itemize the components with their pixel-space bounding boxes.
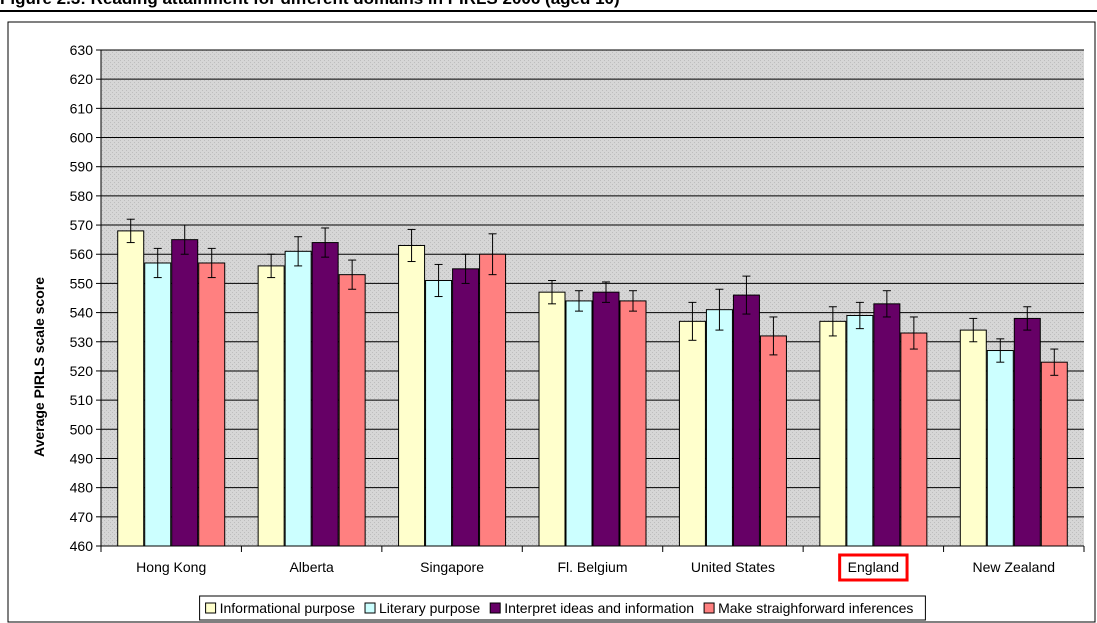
title-rule (0, 10, 1097, 12)
y-tick-label: 520 (70, 363, 94, 379)
bar (846, 315, 874, 547)
bar (117, 230, 145, 547)
category-label: Alberta (289, 559, 334, 575)
y-tick-label: 570 (70, 217, 94, 233)
bar (338, 274, 366, 547)
bar (705, 309, 733, 547)
y-tick-label: 460 (70, 538, 94, 554)
bar (398, 244, 426, 547)
bar (986, 350, 1014, 547)
legend-label: Make straighforward inferences (718, 600, 913, 616)
bar (284, 250, 312, 547)
bar (959, 329, 987, 547)
bar (619, 300, 647, 547)
bar (900, 332, 928, 547)
y-tick-label: 610 (70, 100, 94, 116)
y-tick-label: 630 (70, 42, 94, 58)
highlight-box (838, 553, 909, 582)
bar (565, 300, 593, 547)
y-tick-label: 530 (70, 334, 94, 350)
bar (1013, 317, 1041, 547)
category-label: United States (691, 559, 775, 575)
y-tick-label: 560 (70, 246, 94, 262)
legend-swatch (489, 602, 501, 614)
bar (678, 320, 706, 547)
category-label: New Zealand (973, 559, 1056, 575)
y-tick-label: 580 (70, 188, 94, 204)
legend-label: Informational purpose (220, 600, 356, 616)
bar (592, 291, 620, 547)
bar (452, 268, 480, 547)
bar (311, 242, 339, 547)
legend-label: Interpret ideas and information (504, 600, 694, 616)
y-tick-label: 500 (70, 421, 94, 437)
legend-swatch (703, 602, 715, 614)
legend-box (199, 595, 926, 621)
y-axis-label: Average PIRLS scale score (31, 277, 47, 457)
bar (425, 279, 453, 547)
category-label: Fl. Belgium (557, 559, 627, 575)
y-tick-label: 550 (70, 275, 94, 291)
bar (257, 265, 285, 547)
y-tick-label: 600 (70, 130, 94, 146)
bar (479, 253, 507, 547)
bar (144, 262, 172, 547)
legend-swatch (205, 602, 217, 614)
y-tick-label: 490 (70, 450, 94, 466)
y-tick-label: 620 (70, 71, 94, 87)
category-label: England (848, 559, 899, 575)
y-tick-label: 480 (70, 480, 94, 496)
figure-title: Figure 2.3: Reading attainment for diffe… (0, 0, 1097, 9)
bar (1040, 361, 1068, 547)
legend-swatch (364, 602, 376, 614)
y-tick-label: 540 (70, 305, 94, 321)
category-label: Hong Kong (136, 559, 206, 575)
y-tick-label: 470 (70, 509, 94, 525)
bar (171, 239, 199, 547)
y-tick-label: 510 (70, 392, 94, 408)
legend-label: Literary purpose (379, 600, 480, 616)
bar (873, 303, 901, 547)
y-tick-label: 590 (70, 159, 94, 175)
bar (198, 262, 226, 547)
category-label: Singapore (420, 559, 484, 575)
bar (819, 320, 847, 547)
bar (732, 294, 760, 547)
bar (538, 291, 566, 547)
bar (759, 335, 787, 547)
